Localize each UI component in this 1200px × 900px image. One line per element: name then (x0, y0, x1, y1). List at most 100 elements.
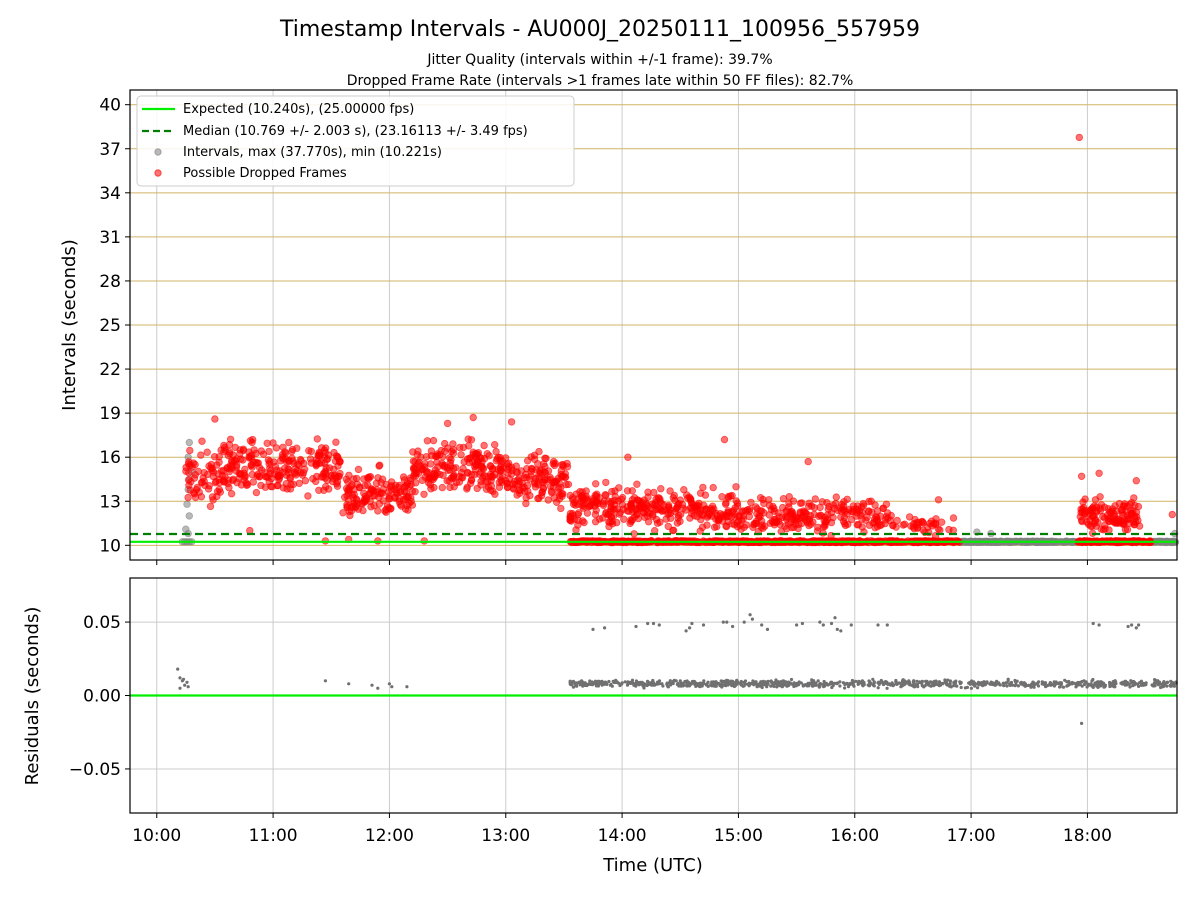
residual-point (688, 683, 692, 687)
dropped-frame-point (747, 498, 755, 507)
dropped-frame-point (814, 523, 822, 531)
dropped-frame-point (407, 494, 415, 502)
residual-point (665, 681, 669, 685)
residual-point (955, 684, 959, 688)
dropped-frame-point (285, 438, 293, 447)
residual-point (977, 683, 982, 687)
intervals-y-tick-label: 37 (99, 140, 121, 160)
residual-point (688, 626, 692, 630)
intervals-plot: 10 13 16 19 22 25 28 31 34 37 40 Intervals (second… (59, 89, 1180, 565)
residual-point (980, 681, 984, 685)
residual-point (607, 679, 611, 684)
dropped-frame-point (325, 464, 334, 472)
residuals-y-tick-label: 0.05 (83, 613, 121, 633)
dropped-frame-point (427, 447, 436, 455)
residual-point (1040, 680, 1044, 684)
dropped-frame-point (676, 517, 684, 526)
intervals-y-ticks: 10 13 16 19 22 25 28 31 34 37 40 (99, 96, 130, 556)
residual-point (1086, 682, 1090, 686)
dropped-frame-point (656, 498, 664, 506)
dropped-frame-point (208, 466, 216, 474)
dropped-frame-point (246, 437, 255, 445)
dropped-frame-point (675, 511, 683, 520)
residual-point (991, 681, 995, 685)
dropped-frame-point (374, 507, 382, 515)
dropped-frame-point (583, 509, 592, 517)
residual-point (818, 682, 823, 686)
dropped-frame-point (411, 488, 419, 496)
residual-point (714, 681, 719, 685)
dropped-frame-point (572, 526, 580, 534)
intervals-y-tick-label: 31 (99, 228, 121, 248)
residual-point (835, 682, 839, 686)
residual-point (1067, 681, 1071, 685)
residual-point (1066, 683, 1070, 688)
residual-point (1119, 681, 1123, 685)
intervals-y-tick-label: 40 (99, 96, 121, 116)
residual-point (788, 681, 792, 685)
dropped-frame-point (497, 466, 505, 475)
dropped-frame-point (488, 472, 497, 480)
dropped-frame-point (742, 507, 750, 515)
dropped-frame-point (503, 460, 511, 468)
dropped-frame-point (360, 495, 369, 503)
dropped-frame-point (837, 507, 845, 515)
dropped-frame-point (799, 512, 807, 520)
dropped-frame-point (718, 493, 726, 501)
dropped-frame-point (249, 458, 258, 466)
dropped-frame-point (805, 499, 813, 507)
residual-point (891, 683, 895, 687)
legend-intervals-label: Intervals, max (37.770s), min (10.221s) (183, 145, 442, 160)
dropped-frame-point (322, 483, 330, 491)
dropped-frame-point (412, 479, 420, 487)
residual-point (775, 684, 780, 688)
dropped-frame-point (615, 510, 624, 518)
dropped-frame-point (703, 505, 711, 513)
residual-point (657, 623, 661, 627)
residual-point (1152, 681, 1156, 685)
dropped-frame-point (225, 440, 234, 449)
dropped-frame-point (877, 521, 885, 529)
dropped-frame-point (605, 497, 613, 505)
residual-point (623, 680, 627, 684)
dropped-frame-point (804, 457, 812, 466)
dropped-frame-point (724, 512, 732, 520)
residual-point (603, 626, 607, 630)
dropped-frame-point (818, 498, 826, 506)
dropped-frame-point (283, 485, 291, 493)
residual-point (994, 682, 998, 687)
dropped-frame-point (566, 516, 574, 524)
residual-point (1070, 680, 1074, 685)
interval-point (185, 512, 193, 520)
residual-point (941, 682, 945, 686)
dropped-frame-point (370, 492, 379, 500)
dropped-frame-point (858, 523, 866, 531)
dropped-frame-point (832, 493, 840, 501)
residual-point (1134, 626, 1138, 630)
residual-point (839, 629, 843, 633)
residual-point (765, 681, 769, 685)
residual-point (600, 683, 604, 687)
dropped-frame-point (436, 470, 444, 479)
dropped-frame-point (466, 454, 475, 462)
dropped-frame-point (304, 492, 312, 500)
residual-point (387, 682, 391, 686)
residual-point (1014, 680, 1018, 684)
time-x-tick-label: 11:00 (249, 826, 298, 846)
residual-point (1019, 680, 1024, 685)
residual-point (591, 627, 595, 632)
dropped-frame-point (182, 463, 190, 472)
residual-point (907, 680, 912, 684)
residual-point (1165, 684, 1169, 688)
dropped-frame-point (258, 466, 266, 474)
time-x-tick-label: 17:00 (947, 826, 996, 846)
dropped-frame-point (375, 462, 383, 470)
dropped-frame-point (633, 510, 641, 519)
dropped-frame-point (549, 483, 558, 491)
dropped-frame-point (452, 478, 461, 487)
residual-point (347, 682, 351, 686)
dropped-frame-point (588, 498, 596, 506)
dropped-frame-point (309, 475, 317, 483)
residual-point (685, 684, 689, 688)
dropped-frame-point (623, 487, 632, 495)
